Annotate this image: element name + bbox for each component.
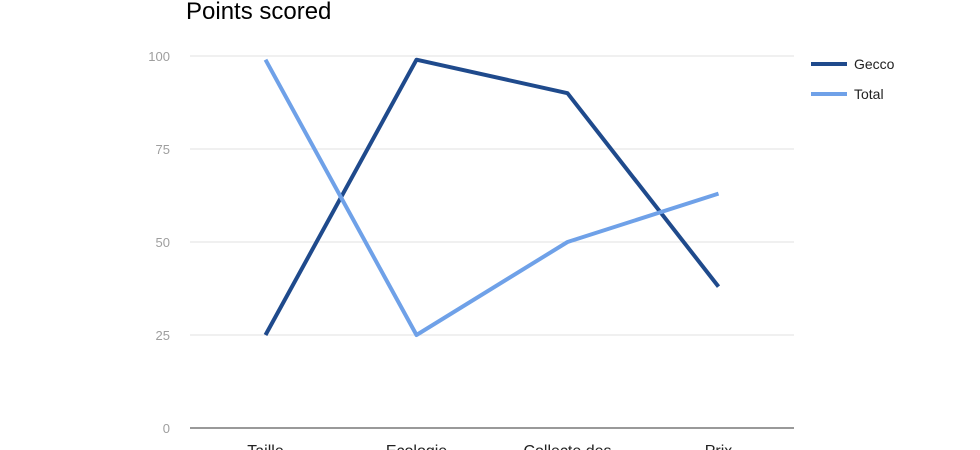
series-line-total xyxy=(263,58,720,337)
y-tick-label: 100 xyxy=(148,49,170,64)
y-tick-label: 25 xyxy=(156,328,170,343)
legend-label-total: Total xyxy=(854,86,884,102)
x-tick-label: Collecte des xyxy=(523,443,611,450)
y-axis-ticks: 0 25 50 75 100 xyxy=(148,49,170,436)
gridlines xyxy=(190,55,794,336)
x-axis-ticks: Taille Ecologie Collecte des Prix xyxy=(247,443,732,450)
y-tick-label: 0 xyxy=(163,421,170,436)
series-lines xyxy=(263,57,721,337)
legend: Gecco Total xyxy=(811,56,895,102)
series-line-gecco xyxy=(263,57,721,336)
y-tick-label: 50 xyxy=(156,235,170,250)
x-tick-label: Ecologie xyxy=(386,443,447,450)
x-tick-label: Prix xyxy=(705,443,733,450)
legend-label-gecco: Gecco xyxy=(854,56,895,72)
chart-title: Points scored xyxy=(186,0,331,25)
x-tick-label: Taille xyxy=(247,443,284,450)
y-tick-label: 75 xyxy=(156,142,170,157)
